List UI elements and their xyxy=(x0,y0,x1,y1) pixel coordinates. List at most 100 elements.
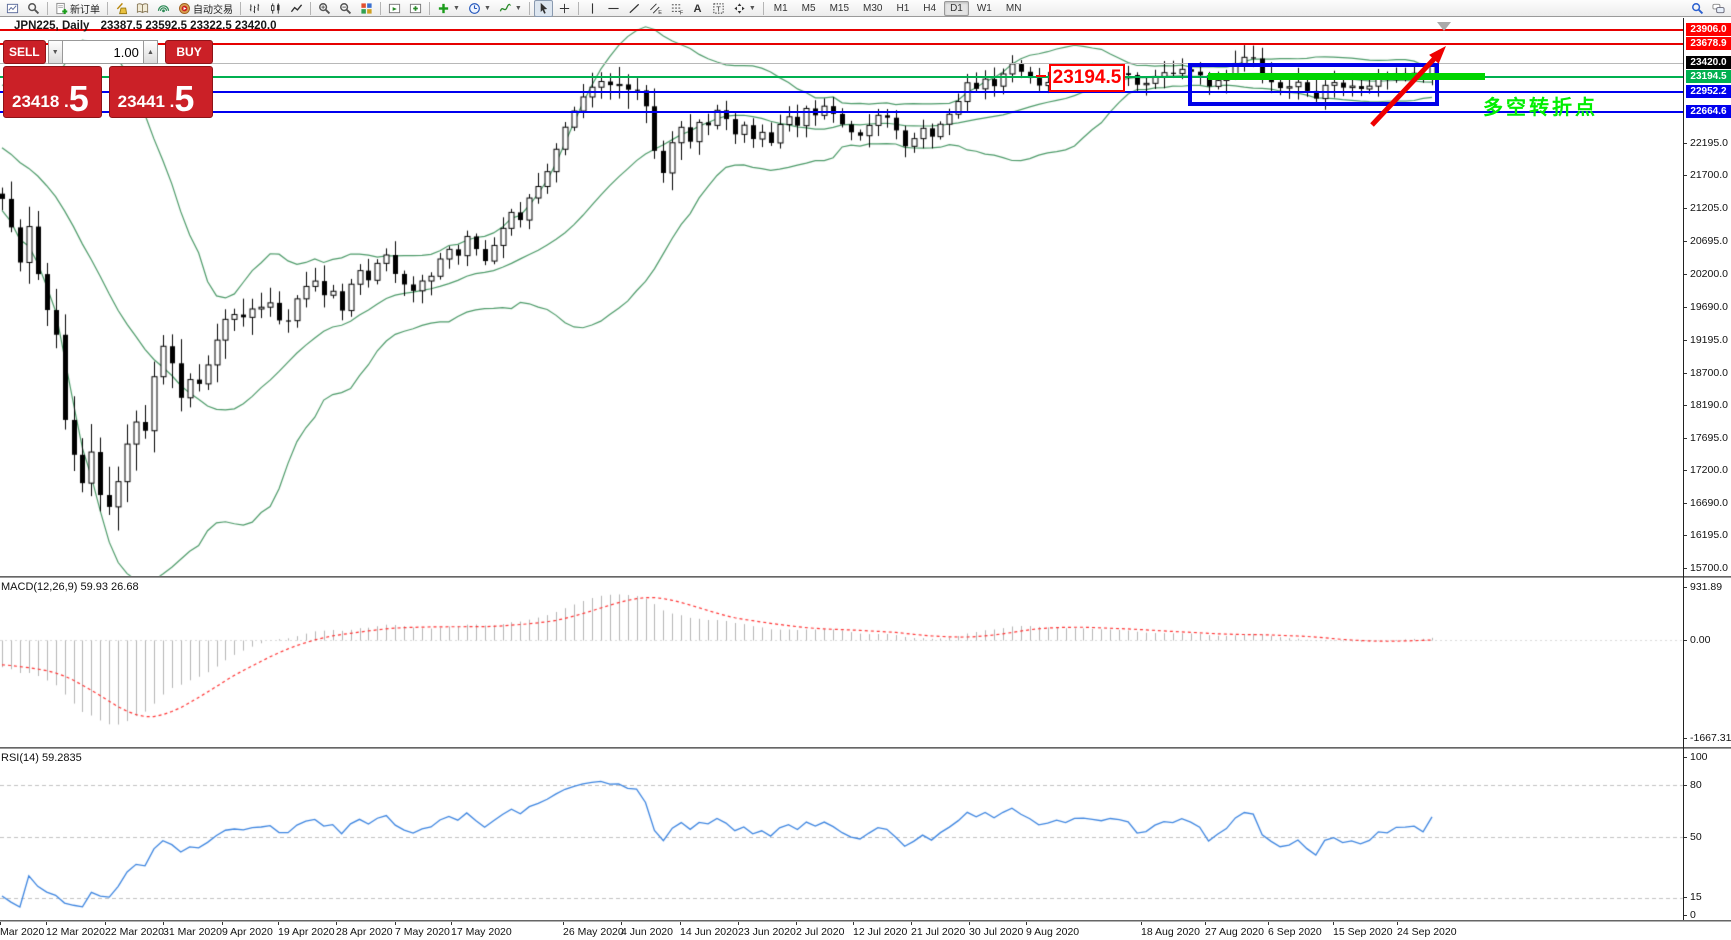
date-label: Mar 2020 xyxy=(0,926,45,938)
cursor-tool[interactable] xyxy=(533,0,553,17)
level-line-22952.2[interactable] xyxy=(0,91,1683,93)
volume-decrease-button[interactable]: ▼ xyxy=(47,40,63,64)
price-axis-tick xyxy=(1683,340,1687,341)
fibonacci-tool[interactable] xyxy=(667,0,686,17)
buy-button[interactable]: BUY xyxy=(165,40,213,64)
level-line-23678.9[interactable] xyxy=(0,43,1683,45)
chat-icon[interactable] xyxy=(1709,0,1728,17)
price-axis-tick-label: 15700.0 xyxy=(1690,562,1728,574)
timeframe-m15[interactable]: M15 xyxy=(829,2,850,14)
timeframe-w1[interactable]: W1 xyxy=(976,2,992,14)
vline-tool[interactable] xyxy=(583,0,602,17)
toolbar: 新订单 自动交易 ▼ ▼ ▼ ▼ M1 M5 M15 M30 H1 H4 D1 W1 MN xyxy=(0,0,1731,17)
level-line-22664.6[interactable] xyxy=(0,111,1683,113)
date-tick xyxy=(1026,922,1027,925)
trendline-tool[interactable] xyxy=(625,0,644,17)
channel-tool[interactable] xyxy=(646,0,665,17)
price-level-badge: 22664.6 xyxy=(1686,105,1731,118)
tile-windows-icon[interactable] xyxy=(357,0,376,17)
price-callout-box[interactable]: 23194.5 xyxy=(1049,64,1125,92)
date-label: 19 Apr 2020 xyxy=(278,926,335,938)
line-chart-type-icon[interactable] xyxy=(287,0,306,17)
price-level-badge: 23678.9 xyxy=(1686,37,1731,50)
date-tick xyxy=(1205,922,1206,925)
level-line-23194.5[interactable] xyxy=(0,76,1683,78)
rsi-panel-separator[interactable] xyxy=(0,747,1731,749)
arrange-plus-icon[interactable] xyxy=(406,0,425,17)
date-tick xyxy=(451,922,452,925)
arrows-tool-dropdown-icon[interactable]: ▼ xyxy=(748,4,756,12)
autotrading-button[interactable]: 自动交易 xyxy=(175,0,236,17)
sell-price-main: 23418 . xyxy=(12,92,69,111)
add-chart-icon-dropdown-icon[interactable]: ▼ xyxy=(453,4,460,12)
timeframe-h1[interactable]: H1 xyxy=(896,2,910,14)
volume-increase-button[interactable]: ▲ xyxy=(142,40,159,64)
date-tick xyxy=(222,922,223,925)
sell-button[interactable]: SELL xyxy=(3,40,46,64)
auto-arrange-icon[interactable] xyxy=(385,0,404,17)
pivot-thick-line[interactable] xyxy=(1208,73,1485,80)
level-line-23906.0[interactable] xyxy=(0,29,1683,31)
macd-axis-tick-label: 0.00 xyxy=(1690,634,1711,646)
rsi-axis-tick-label: 50 xyxy=(1690,831,1702,843)
macd-axis-tick-label: 931.89 xyxy=(1690,581,1723,593)
date-label: 9 Aug 2020 xyxy=(1026,926,1080,938)
date-tick xyxy=(0,922,1,925)
timeframe-mn[interactable]: MN xyxy=(1005,2,1022,14)
level-line-23420.0[interactable] xyxy=(0,63,1683,64)
market-watch-icon[interactable] xyxy=(133,0,152,17)
rsi-axis-tick-label: 15 xyxy=(1690,891,1702,903)
candle-chart-type-icon[interactable] xyxy=(266,0,285,17)
price-chart-canvas[interactable] xyxy=(0,18,1731,940)
periods-icon-dropdown-icon[interactable]: ▼ xyxy=(483,4,491,12)
hline-tool[interactable] xyxy=(604,0,623,17)
search-icon[interactable] xyxy=(1688,0,1707,17)
price-axis-tick xyxy=(1683,143,1687,144)
arrows-tool[interactable]: ▼ xyxy=(730,0,759,17)
date-label: 17 May 2020 xyxy=(451,926,512,938)
timeframe-d1[interactable]: D1 xyxy=(944,0,969,16)
signals-icon[interactable] xyxy=(154,0,173,17)
date-tick xyxy=(336,922,337,925)
consolidation-rectangle[interactable] xyxy=(1188,63,1439,106)
buy-price[interactable]: 23441 . 5 xyxy=(108,66,213,118)
annotation-text[interactable]: 多空转折点 xyxy=(1483,97,1598,119)
indicators-icon[interactable]: ▼ xyxy=(496,0,525,17)
timeframe-h4[interactable]: H4 xyxy=(923,2,937,14)
zoom-in-icon[interactable] xyxy=(315,0,334,17)
price-level-badge: 23906.0 xyxy=(1686,23,1731,36)
bar-chart-type-icon[interactable] xyxy=(245,0,264,17)
timeframe-m5[interactable]: M5 xyxy=(801,2,816,14)
price-level-badge: 23420.0 xyxy=(1686,56,1731,69)
date-label: 2 Jul 2020 xyxy=(796,926,845,938)
crosshair-tool[interactable] xyxy=(555,0,574,17)
toolbar-separator xyxy=(762,1,764,15)
chart-shift-marker-icon[interactable] xyxy=(1437,22,1451,31)
periods-icon[interactable]: ▼ xyxy=(465,0,494,17)
print-preview-icon[interactable] xyxy=(24,0,43,17)
label-tool[interactable] xyxy=(709,0,728,17)
chart-header: JPN225, Daily 23387.5 23592.5 23322.5 23… xyxy=(14,20,277,32)
volume-input[interactable] xyxy=(62,40,143,64)
timeframe-m30[interactable]: M30 xyxy=(863,2,883,14)
price-axis-tick xyxy=(1683,535,1687,536)
timeframe-m1[interactable]: M1 xyxy=(773,2,788,14)
price-axis-tick-label: 16690.0 xyxy=(1690,497,1728,509)
symbol-period-label: JPN225, Daily xyxy=(14,20,90,32)
text-tool[interactable] xyxy=(688,0,707,17)
indicators-icon-dropdown-icon[interactable]: ▼ xyxy=(514,4,522,12)
clean-charts-icon[interactable] xyxy=(112,0,131,17)
price-axis-tick-label: 20695.0 xyxy=(1690,235,1728,247)
price-axis-tick-label: 21205.0 xyxy=(1690,202,1728,214)
price-axis-tick-label: 19195.0 xyxy=(1690,334,1728,346)
date-label: 12 Jul 2020 xyxy=(853,926,908,938)
sell-price[interactable]: 23418 . 5 xyxy=(3,66,102,118)
chart-window-icon[interactable] xyxy=(3,0,22,17)
new-order-button-label: 新订单 xyxy=(70,4,100,16)
add-chart-icon[interactable]: ▼ xyxy=(434,0,463,17)
zoom-out-icon[interactable] xyxy=(336,0,355,17)
date-tick xyxy=(278,922,279,925)
date-axis[interactable]: Mar 2020 12 Mar 2020 22 Mar 2020 31 Mar 202… xyxy=(0,922,1731,940)
macd-panel-separator[interactable] xyxy=(0,576,1731,578)
new-order-button[interactable]: 新订单 xyxy=(52,0,103,17)
